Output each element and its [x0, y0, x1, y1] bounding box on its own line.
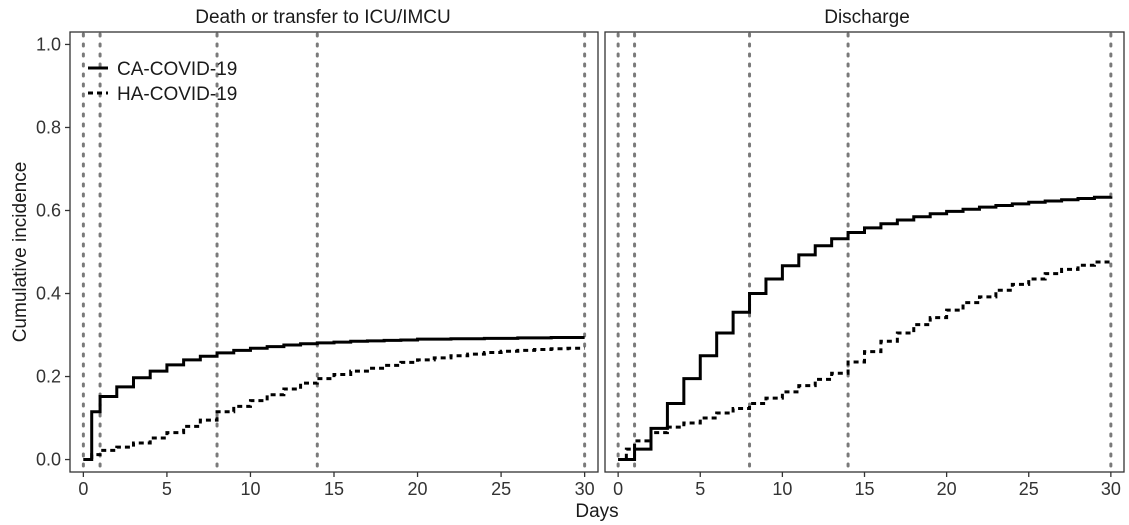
x-tick-label: 25	[491, 479, 511, 499]
x-tick-label: 5	[695, 479, 705, 499]
x-tick-label: 10	[240, 479, 260, 499]
x-axis-title: Days	[575, 501, 618, 522]
y-tick-label: 0.4	[36, 284, 61, 304]
series-group	[83, 336, 585, 462]
panel-frame	[604, 31, 1125, 473]
x-tick-label: 30	[1101, 479, 1121, 499]
series-line-ca-covid	[83, 336, 585, 462]
series-line-ca-covid	[618, 195, 1113, 462]
y-tick-label: 0.6	[36, 200, 61, 220]
x-tick-label: 10	[772, 479, 792, 499]
x-tick-label: 0	[78, 479, 88, 499]
y-tick-label: 0.2	[36, 367, 61, 387]
panel-frame	[69, 31, 599, 473]
y-tick-label: 0.0	[36, 450, 61, 470]
series-line-ha-covid	[83, 346, 585, 462]
panel-title-discharge: Discharge	[824, 7, 910, 28]
x-tick-label: 5	[162, 479, 172, 499]
legend: CA-COVID-19 HA-COVID-19	[88, 59, 237, 105]
x-tick-label: 20	[408, 479, 428, 499]
legend-label-ca-covid: CA-COVID-19	[117, 59, 237, 80]
series-line-ha-covid	[618, 260, 1113, 462]
y-tick-label: 0.8	[36, 117, 61, 137]
panel-title-death-or-transfer: Death or transfer to ICU/IMCU	[195, 7, 451, 28]
x-tick-label: 0	[613, 479, 623, 499]
x-axis-ticks: 0 5 10 15 20 25 30	[613, 472, 1121, 499]
panel-death-or-transfer: Death or transfer to ICU/IMCU 0 5 10 15 20 25…	[36, 7, 599, 499]
reference-lines	[616, 32, 1113, 472]
x-tick-label: 25	[1019, 479, 1039, 499]
x-tick-label: 20	[937, 479, 957, 499]
y-axis-ticks: 0.0 0.2 0.4 0.6 0.8 1.0	[36, 34, 70, 470]
x-tick-label: 15	[324, 479, 344, 499]
series-group	[618, 195, 1113, 462]
panel-discharge: Discharge 0 5 10 15 20 25 30	[604, 7, 1125, 499]
y-axis-title: Cumulative incidence	[10, 162, 31, 343]
x-tick-label: 15	[854, 479, 874, 499]
x-axis-ticks: 0 5 10 15 20 25 30	[78, 472, 595, 499]
y-tick-label: 1.0	[36, 34, 61, 54]
x-tick-label: 30	[575, 479, 595, 499]
legend-label-ha-covid: HA-COVID-19	[117, 84, 237, 105]
